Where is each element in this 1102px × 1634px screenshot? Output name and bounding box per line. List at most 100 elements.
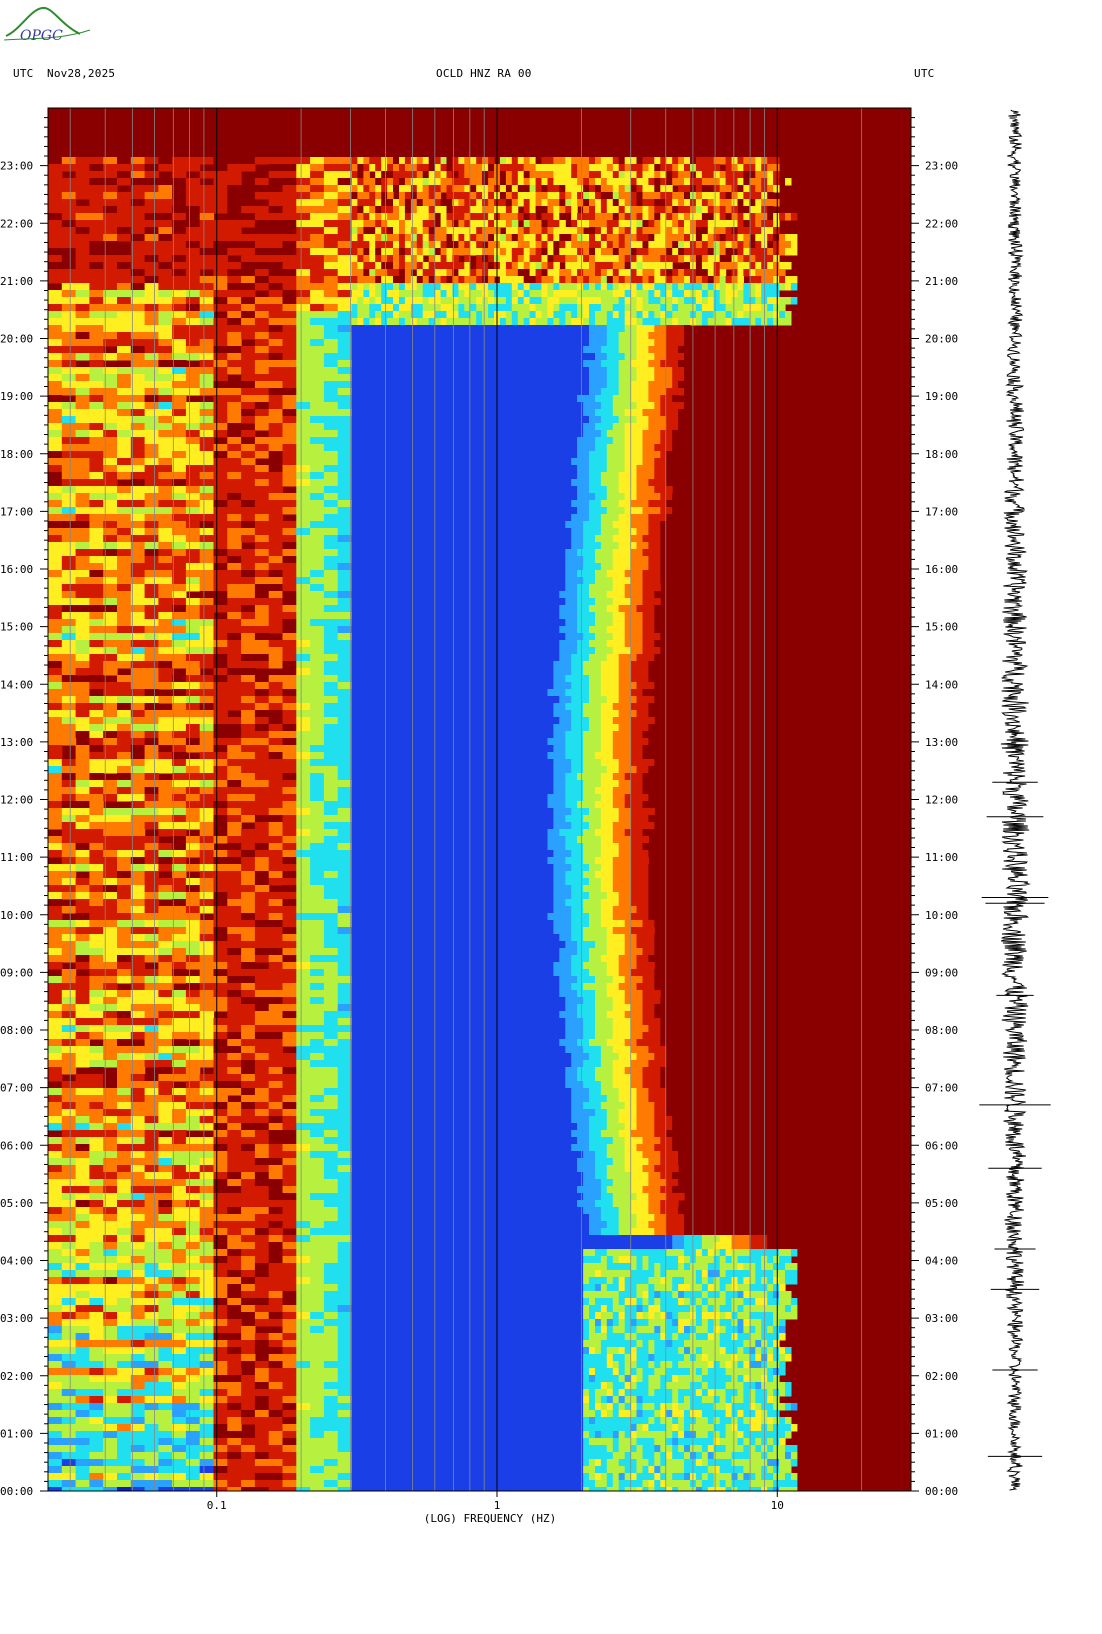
heatmap-cell bbox=[387, 409, 394, 417]
heatmap-cell bbox=[529, 171, 537, 179]
heatmap-cell bbox=[337, 304, 353, 312]
heatmap-cell bbox=[89, 360, 104, 368]
heatmap-cell bbox=[672, 416, 679, 424]
heatmap-cell bbox=[254, 409, 270, 417]
heatmap-cell bbox=[61, 185, 77, 193]
heatmap-cell bbox=[310, 304, 325, 312]
heatmap-cell bbox=[529, 360, 537, 368]
heatmap-cell bbox=[369, 549, 376, 557]
heatmap-cell bbox=[357, 486, 364, 494]
heatmap-cell bbox=[61, 500, 77, 508]
heatmap-cell bbox=[387, 311, 394, 319]
heatmap-cell bbox=[410, 206, 418, 214]
heatmap-cell bbox=[158, 276, 173, 284]
heatmap-cell bbox=[547, 423, 554, 431]
opgc-logo: OPGC bbox=[3, 6, 91, 44]
heatmap-cell bbox=[440, 213, 448, 221]
heatmap-cell bbox=[158, 381, 173, 389]
heatmap-cell bbox=[375, 199, 382, 207]
heatmap-cell bbox=[89, 507, 104, 515]
heatmap-cell bbox=[476, 297, 483, 305]
heatmap-cell bbox=[375, 234, 382, 242]
heatmap-cell bbox=[117, 423, 132, 431]
heatmap-cell bbox=[296, 458, 311, 466]
heatmap-cell bbox=[482, 262, 489, 270]
heatmap-cell bbox=[541, 395, 548, 403]
heatmap-cell bbox=[268, 430, 284, 438]
heatmap-cell bbox=[660, 444, 667, 452]
heatmap-cell bbox=[241, 262, 256, 270]
heatmap-cell bbox=[337, 535, 353, 543]
heatmap-cell bbox=[595, 514, 602, 522]
heatmap-cell bbox=[648, 311, 655, 319]
heatmap-cell bbox=[227, 500, 242, 508]
heatmap-cell bbox=[404, 451, 412, 459]
heatmap-cell bbox=[636, 500, 643, 508]
heatmap-cell bbox=[387, 395, 394, 403]
heatmap-cell bbox=[369, 213, 376, 221]
heatmap-cell bbox=[470, 458, 477, 466]
heatmap-cell bbox=[185, 479, 201, 487]
heatmap-cell bbox=[410, 332, 418, 340]
heatmap-cell bbox=[678, 311, 685, 319]
heatmap-cell bbox=[117, 220, 132, 228]
heatmap-cell bbox=[606, 199, 614, 207]
heatmap-cell bbox=[440, 255, 448, 263]
heatmap-cell bbox=[446, 563, 453, 571]
heatmap-cell bbox=[446, 255, 453, 263]
heatmap-cell bbox=[337, 248, 353, 256]
heatmap-cell bbox=[731, 164, 739, 172]
heatmap-cell bbox=[75, 318, 90, 326]
heatmap-cell bbox=[583, 185, 590, 193]
heatmap-cell bbox=[600, 402, 608, 410]
heatmap-cell bbox=[684, 157, 691, 165]
heatmap-cell bbox=[48, 542, 63, 550]
heatmap-cell bbox=[684, 220, 691, 228]
heatmap-cell bbox=[310, 479, 325, 487]
heatmap-cell bbox=[583, 402, 590, 410]
heatmap-cell bbox=[323, 325, 339, 333]
heatmap-cell bbox=[375, 248, 382, 256]
heatmap-cell bbox=[440, 542, 448, 550]
heatmap-cell bbox=[185, 157, 201, 165]
heatmap-cell bbox=[612, 248, 620, 256]
heatmap-cell bbox=[387, 269, 394, 277]
heatmap-cell bbox=[505, 388, 513, 396]
heatmap-cell bbox=[523, 423, 531, 431]
heatmap-cell bbox=[296, 164, 311, 172]
heatmap-cell bbox=[61, 430, 77, 438]
heatmap-cell bbox=[393, 269, 400, 277]
heatmap-cell bbox=[351, 171, 358, 179]
heatmap-cell bbox=[399, 276, 406, 284]
heatmap-cell bbox=[642, 563, 649, 571]
heatmap-cell bbox=[648, 304, 655, 312]
heatmap-cell bbox=[470, 248, 477, 256]
heatmap-cell bbox=[61, 521, 77, 529]
heatmap-cell bbox=[577, 157, 584, 165]
heatmap-cell bbox=[589, 374, 596, 382]
heatmap-cell bbox=[422, 514, 430, 522]
heatmap-cell bbox=[666, 430, 673, 438]
heatmap-cell bbox=[357, 171, 364, 179]
heatmap-cell bbox=[310, 374, 325, 382]
heatmap-cell bbox=[636, 367, 643, 375]
heatmap-cell bbox=[660, 157, 667, 165]
heatmap-cell bbox=[158, 374, 173, 382]
heatmap-cell bbox=[446, 346, 453, 354]
heatmap-cell bbox=[713, 185, 721, 193]
heatmap-cell bbox=[701, 192, 709, 200]
heatmap-cell bbox=[172, 332, 187, 340]
heatmap-cell bbox=[337, 346, 353, 354]
heatmap-cell bbox=[678, 206, 685, 214]
heatmap-cell bbox=[470, 227, 477, 235]
heatmap-cell bbox=[547, 213, 554, 221]
heatmap-cell bbox=[606, 500, 614, 508]
heatmap-cell bbox=[363, 241, 370, 249]
heatmap-cell bbox=[337, 262, 353, 270]
heatmap-cell bbox=[404, 388, 412, 396]
heatmap-cell bbox=[529, 423, 537, 431]
heatmap-cell bbox=[446, 423, 453, 431]
heatmap-cell bbox=[458, 339, 465, 347]
heatmap-cell bbox=[535, 556, 543, 564]
heatmap-cell bbox=[553, 444, 560, 452]
